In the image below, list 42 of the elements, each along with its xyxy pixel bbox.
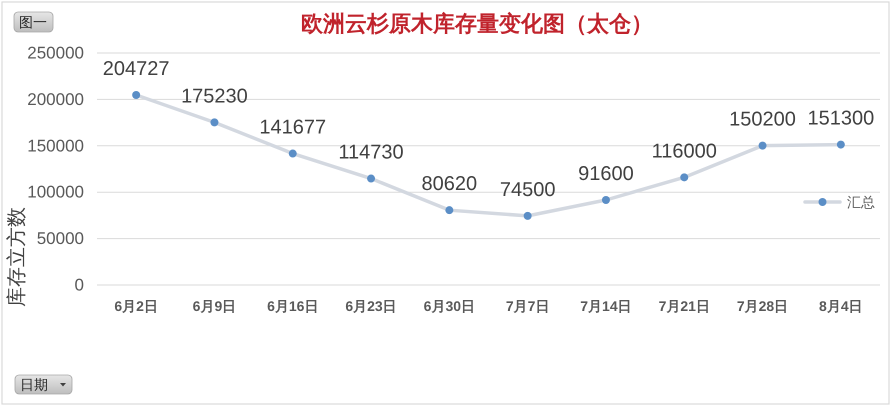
y-tick-label: 200000: [27, 90, 84, 109]
point: [758, 142, 767, 150]
y-tick-label: 150000: [27, 136, 84, 156]
point: [445, 206, 454, 214]
point: [524, 212, 532, 220]
x-tick-label: 7月14日: [580, 298, 632, 314]
point: [367, 174, 376, 183]
y-tick-label: 250000: [27, 44, 84, 62]
text: 图一: [19, 14, 47, 30]
data-label: 204727: [102, 58, 170, 80]
x-tick-label: 6月16日: [267, 298, 318, 314]
text: 日期: [20, 376, 48, 392]
point: [836, 140, 845, 149]
x-tick-label: 6月23日: [345, 298, 397, 314]
data-label: 175230: [181, 85, 248, 108]
data-label: 141677: [259, 116, 326, 139]
data-label: 80620: [422, 173, 478, 196]
x-tick-label: 8月4日: [819, 298, 863, 314]
x-tick-label: 7月28日: [736, 298, 788, 314]
point: [210, 118, 218, 126]
data-label: 114730: [338, 142, 404, 164]
data-label: 91600: [578, 162, 634, 185]
y-tick-label: 100000: [27, 182, 84, 202]
legend: 汇总: [803, 194, 875, 210]
data-label: 116000: [652, 140, 717, 162]
x-tick-label: 7月21日: [658, 298, 710, 314]
point: [602, 196, 610, 204]
x-tick-label: 6月2日: [114, 298, 158, 314]
point: [288, 150, 297, 158]
chart-title: 欧洲云杉原木库存量变化图（太仓）: [301, 11, 653, 36]
y-tick-label: 0: [74, 276, 84, 294]
point: [680, 173, 688, 182]
y-axis-title: 库存立方数: [5, 207, 28, 307]
data-label: 150200: [729, 108, 796, 131]
x-tick-label: 6月30日: [424, 298, 476, 314]
x-tick-label: 7月7日: [506, 298, 550, 314]
data-label: 151300: [807, 108, 874, 130]
y-tick-label: 50000: [36, 229, 84, 248]
x-tick-label: 6月9日: [192, 298, 236, 314]
legend-label: 汇总: [847, 194, 875, 210]
data-label: 74500: [500, 178, 556, 201]
point: [132, 91, 140, 100]
